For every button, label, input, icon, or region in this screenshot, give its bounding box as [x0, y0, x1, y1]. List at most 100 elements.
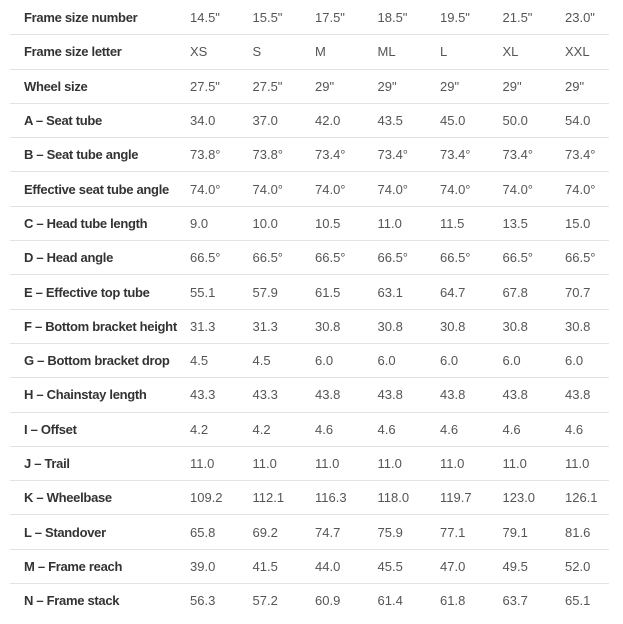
row-label: E – Effective top tube: [24, 284, 150, 300]
table-row: Frame size number 14.5" 15.5" 17.5" 18.5" 19.…: [10, 0, 609, 34]
row-label: Wheel size: [24, 78, 88, 94]
value-cell: XL: [502, 44, 519, 60]
value-cell: 77.1: [440, 524, 466, 540]
value-cell: 29": [502, 78, 522, 94]
value-cell: 66.5°: [565, 250, 596, 266]
value-cell: 61.4: [377, 593, 403, 609]
value-cell: 4.5: [190, 353, 209, 369]
value-cell: 73.4°: [377, 147, 409, 163]
table-row: L – Standover 65.8 69.2 74.7 75.9 77.1 79.1 81.…: [10, 514, 609, 548]
value-cell: 6.0: [315, 353, 334, 369]
value-cell: 15.5": [252, 9, 283, 25]
value-cell: 17.5": [315, 9, 345, 25]
value-cell: 43.8: [440, 387, 466, 403]
table-row: M – Frame reach 39.0 41.5 44.0 45.5 47.0 49.5 5…: [10, 548, 609, 583]
table-row: I – Offset 4.2 4.2 4.6 4.6 4.6 4.6 4.6: [10, 411, 609, 446]
value-cell: 73.4°: [565, 147, 596, 163]
value-cell: 73.4°: [502, 147, 534, 163]
value-cell: 70.7: [565, 284, 591, 300]
value-cell: 4.6: [440, 421, 459, 437]
table-row: F – Bottom bracket height 31.3 31.3 30.8 30.…: [10, 308, 609, 343]
value-cell: 27.5": [190, 78, 220, 94]
value-cell: 31.3: [190, 318, 216, 334]
value-cell: 73.4°: [315, 147, 346, 163]
value-cell: 74.0°: [565, 181, 596, 197]
row-label: G – Bottom bracket drop: [24, 353, 170, 369]
row-label: D – Head angle: [24, 250, 113, 266]
value-cell: 65.1: [565, 593, 591, 609]
value-cell: 123.0: [502, 490, 536, 506]
value-cell: 67.8: [502, 284, 528, 300]
value-cell: 109.2: [190, 490, 223, 506]
value-cell: 81.6: [565, 524, 591, 540]
value-cell: 27.5": [252, 78, 283, 94]
table-row: N – Frame stack 56.3 57.2 60.9 61.4 61.8 63.7 6…: [10, 583, 609, 617]
value-cell: 43.3: [190, 387, 216, 403]
value-cell: 73.8°: [252, 147, 284, 163]
value-cell: 11.0: [565, 456, 590, 471]
value-cell: 57.2: [252, 593, 278, 609]
value-cell: 19.5": [440, 9, 470, 25]
value-cell: 73.4°: [440, 147, 471, 163]
value-cell: 4.6: [502, 421, 521, 437]
value-cell: 41.5: [252, 558, 278, 574]
value-cell: 66.5°: [440, 250, 471, 266]
value-cell: 29": [315, 78, 335, 94]
value-cell: ML: [377, 44, 396, 60]
value-cell: 64.7: [440, 284, 466, 300]
value-cell: 11.0: [377, 456, 402, 471]
value-cell: 66.5°: [252, 250, 284, 266]
value-cell: 29": [377, 78, 397, 94]
value-cell: 54.0: [565, 113, 591, 129]
value-cell: 43.5: [377, 113, 403, 129]
value-cell: 11.0: [190, 456, 215, 471]
table-row: Effective seat tube angle 74.0° 74.0° 74.0°…: [10, 171, 609, 205]
value-cell: 57.9: [252, 284, 278, 300]
value-cell: 119.7: [440, 490, 472, 506]
value-cell: 66.5°: [190, 250, 221, 266]
value-cell: 30.8: [502, 318, 528, 334]
value-cell: 13.5: [502, 215, 528, 231]
value-cell: 6.0: [502, 353, 521, 369]
value-cell: 118.0: [377, 490, 410, 506]
geometry-table: Frame size number 14.5" 15.5" 17.5" 18.5" 19.…: [10, 0, 609, 617]
value-cell: 30.8: [565, 318, 591, 334]
value-cell: 74.7: [315, 524, 341, 540]
value-cell: 6.0: [565, 353, 584, 369]
value-cell: 30.8: [440, 318, 466, 334]
table-row: B – Seat tube angle 73.8° 73.8° 73.4° 73.4° 7…: [10, 137, 609, 171]
value-cell: 29": [440, 78, 460, 94]
value-cell: 44.0: [315, 558, 341, 574]
value-cell: 10.0: [252, 215, 278, 231]
table-row: K – Wheelbase 109.2 112.1 116.3 118.0 119.7 12…: [10, 480, 609, 514]
value-cell: 55.1: [190, 284, 216, 300]
value-cell: 43.8: [565, 387, 591, 403]
value-cell: 30.8: [315, 318, 341, 334]
value-cell: 30.8: [377, 318, 403, 334]
value-cell: 11.0: [440, 456, 465, 471]
table-row: D – Head angle 66.5° 66.5° 66.5° 66.5° 66.5° 6…: [10, 240, 609, 274]
value-cell: 21.5": [502, 9, 533, 25]
value-cell: 66.5°: [315, 250, 346, 266]
table-row: A – Seat tube 34.0 37.0 42.0 43.5 45.0 50.0 54.…: [10, 102, 609, 137]
row-label: K – Wheelbase: [24, 490, 112, 506]
value-cell: 4.5: [252, 353, 271, 369]
value-cell: 45.0: [440, 113, 466, 129]
value-cell: 74.0°: [252, 181, 284, 197]
value-cell: 43.8: [502, 387, 528, 403]
row-label: I – Offset: [24, 421, 77, 437]
value-cell: 31.3: [252, 318, 278, 334]
value-cell: L: [440, 44, 448, 60]
value-cell: 6.0: [377, 353, 396, 369]
value-cell: 11.5: [440, 215, 465, 231]
value-cell: 47.0: [440, 558, 466, 574]
table-row: E – Effective top tube 55.1 57.9 61.5 63.1 64…: [10, 274, 609, 308]
value-cell: M: [315, 44, 326, 60]
value-cell: 116.3: [315, 490, 347, 506]
value-cell: 18.5": [377, 9, 408, 25]
value-cell: 4.6: [377, 421, 396, 437]
row-label: F – Bottom bracket height: [24, 318, 177, 334]
value-cell: 11.0: [252, 456, 277, 471]
value-cell: S: [252, 44, 262, 60]
